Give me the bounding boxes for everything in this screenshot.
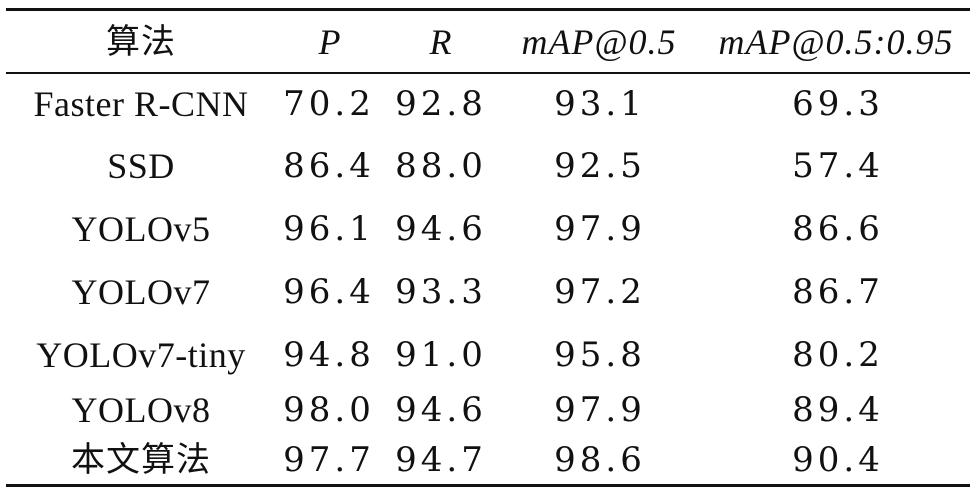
row-map-0-5: 97.9 <box>554 390 646 430</box>
row-map-0-5-0-95: 57.4 <box>792 146 884 186</box>
header-map-0-5-0-95: mAP@0.5:0.95 <box>718 22 954 62</box>
row-precision: 70.2 <box>283 84 375 124</box>
row-precision: 98.0 <box>283 390 375 430</box>
row-algorithm: YOLOv8 <box>71 390 211 430</box>
row-map-0-5-0-95: 86.7 <box>792 272 884 312</box>
top-rule <box>6 8 970 11</box>
row-map-0-5: 97.9 <box>554 209 646 249</box>
row-recall: 92.8 <box>395 84 487 124</box>
row-recall: 88.0 <box>395 146 487 186</box>
row-algorithm: YOLOv7 <box>71 272 211 312</box>
row-algorithm: 本文算法 <box>71 440 211 480</box>
row-map-0-5: 92.5 <box>554 146 646 186</box>
row-recall: 94.7 <box>395 440 487 480</box>
row-recall: 94.6 <box>395 209 487 249</box>
row-precision: 96.4 <box>283 272 375 312</box>
header-algorithm: 算法 <box>106 22 176 62</box>
row-algorithm: Faster R-CNN <box>33 84 249 124</box>
row-map-0-5-0-95: 80.2 <box>792 335 884 375</box>
row-algorithm: YOLOv7-tiny <box>36 335 246 375</box>
row-algorithm: SSD <box>107 146 175 186</box>
header-rule <box>6 72 970 74</box>
row-recall: 94.6 <box>395 390 487 430</box>
row-algorithm: YOLOv5 <box>71 209 211 249</box>
row-map-0-5-0-95: 90.4 <box>792 440 884 480</box>
row-precision: 94.8 <box>283 335 375 375</box>
row-precision: 86.4 <box>283 146 375 186</box>
row-map-0-5: 98.6 <box>554 440 646 480</box>
row-recall: 91.0 <box>395 335 487 375</box>
row-precision: 96.1 <box>283 209 375 249</box>
row-map-0-5-0-95: 89.4 <box>792 390 884 430</box>
row-recall: 93.3 <box>395 272 487 312</box>
row-map-0-5-0-95: 69.3 <box>792 84 884 124</box>
row-map-0-5: 97.2 <box>554 272 646 312</box>
row-map-0-5: 93.1 <box>554 84 646 124</box>
bottom-rule <box>6 484 970 487</box>
row-map-0-5-0-95: 86.6 <box>792 209 884 249</box>
header-recall: R <box>429 22 453 62</box>
row-precision: 97.7 <box>283 440 375 480</box>
header-precision: P <box>318 22 342 62</box>
row-map-0-5: 95.8 <box>554 335 646 375</box>
header-map-0-5: mAP@0.5 <box>521 22 677 62</box>
